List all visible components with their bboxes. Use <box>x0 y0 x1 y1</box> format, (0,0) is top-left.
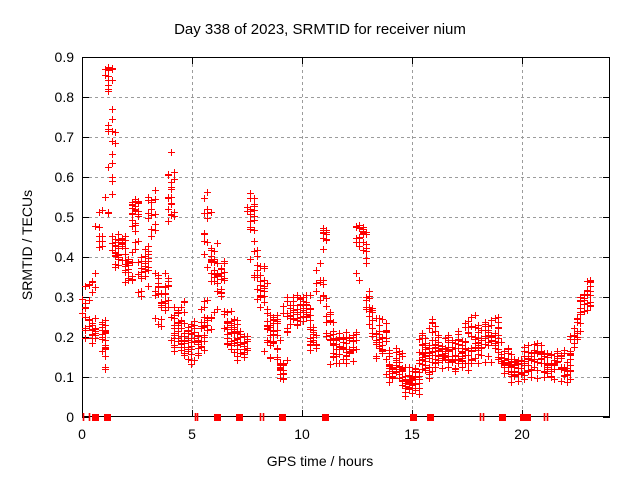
zero-line-tick-markers <box>82 413 549 421</box>
y-tick-label: 0.4 <box>55 249 75 265</box>
zero-line-square <box>427 414 434 421</box>
x-tick-label: 0 <box>78 426 86 442</box>
y-tick-label: 0.6 <box>55 169 75 185</box>
zero-line-square <box>214 414 221 421</box>
zero-line-square <box>92 414 99 421</box>
y-tick-label: 0.5 <box>55 209 75 225</box>
y-tick-label: 0 <box>66 409 74 425</box>
scatter-points <box>79 64 594 400</box>
zero-line-square <box>499 414 506 421</box>
y-tick-label: 0.8 <box>55 89 75 105</box>
zero-line-square <box>524 414 531 421</box>
y-tick-label: 0.2 <box>55 329 75 345</box>
x-tick-label: 5 <box>188 426 196 442</box>
zero-line-square <box>279 414 286 421</box>
y-tick-label: 0.9 <box>55 49 75 65</box>
x-tick-label: 20 <box>514 426 530 442</box>
x-axis-title: GPS time / hours <box>266 453 374 469</box>
zero-line-square <box>322 414 329 421</box>
plot-border <box>82 57 610 417</box>
y-tick-label: 0.7 <box>55 129 75 145</box>
y-tick-label: 0.3 <box>55 289 75 305</box>
x-tick-label: 15 <box>404 426 420 442</box>
axis-ticks <box>82 57 610 418</box>
x-tick-label: 10 <box>294 426 310 442</box>
zero-line-square <box>236 414 243 421</box>
zero-line-square <box>104 414 111 421</box>
zero-line-square <box>520 414 527 421</box>
y-tick-label: 0.1 <box>55 369 75 385</box>
chart-title: Day 338 of 2023, SRMTID for receiver niu… <box>174 21 466 38</box>
zero-line-square <box>410 414 417 421</box>
